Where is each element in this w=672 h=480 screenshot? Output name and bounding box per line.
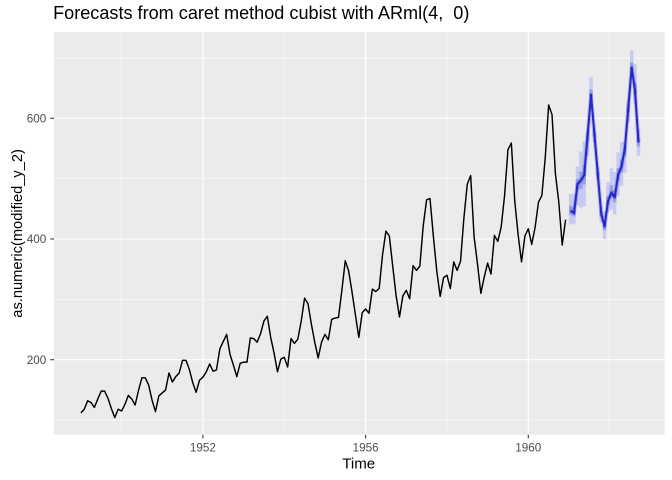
svg-text:1952: 1952 [190,441,216,454]
svg-text:Time: Time [342,456,375,473]
svg-text:1956: 1956 [353,441,379,454]
svg-text:as.numeric(modified_y_2): as.numeric(modified_y_2) [10,149,26,318]
svg-text:200: 200 [27,354,47,367]
svg-text:1960: 1960 [515,441,542,454]
svg-text:Forecasts from caret method cu: Forecasts from caret method cubist with … [53,3,469,23]
svg-text:400: 400 [27,233,47,246]
svg-text:600: 600 [27,113,47,126]
